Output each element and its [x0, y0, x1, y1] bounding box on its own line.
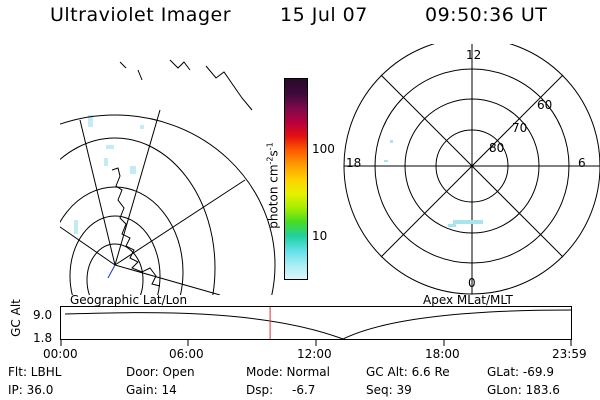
altitude-ytick-9: 9.0 [33, 308, 53, 322]
geographic-image-panel [60, 59, 276, 295]
latitude-circles [60, 114, 276, 295]
colorbar [284, 78, 308, 280]
lat-label-80: 80 [489, 141, 505, 155]
polar-mlt-panel [343, 44, 600, 295]
altitude-curve [64, 309, 573, 340]
apex-label: Apex MLat/MLT [423, 293, 513, 307]
glat-info: GLat: -69.9 [487, 365, 554, 379]
xtick-1800: 18:00 [425, 347, 460, 361]
auroral-emission-right [384, 140, 483, 227]
mlt-label-12: 12 [466, 48, 482, 62]
xtick-1200: 12:00 [297, 347, 332, 361]
auroral-emission-left [74, 115, 144, 234]
dsp-value: -6.7 [292, 383, 316, 397]
colorbar-tick-10: 10 [312, 229, 328, 243]
altitude-plot [60, 306, 573, 346]
footprint-line [107, 264, 116, 279]
xtick-2359: 23:59 [552, 347, 587, 361]
time-label: 09:50:36 UT [425, 4, 548, 26]
coastline [111, 167, 161, 287]
xtick-0600: 06:00 [169, 347, 204, 361]
mode-info: Mode: Normal [246, 365, 330, 379]
colorbar-tick-100: 100 [312, 142, 335, 156]
xtick-0000: 00:00 [43, 347, 78, 361]
lat-label-60: 60 [537, 98, 553, 112]
instrument-title: Ultraviolet Imager [50, 4, 232, 26]
glon-info: GLon: 183.6 [487, 383, 560, 397]
door-info: Door: Open [126, 365, 195, 379]
mlt-label-18: 18 [346, 156, 362, 170]
ip-info: IP: 36.0 [8, 383, 54, 397]
colorbar-label: photon cm-2s-1 [265, 142, 281, 229]
filter-info: Flt: LBHL [8, 365, 62, 379]
seq-info: Seq: 39 [366, 383, 412, 397]
meridians [60, 109, 246, 295]
date-label: 15 Jul 07 [280, 4, 368, 26]
geographic-label: Geographic Lat/Lon [70, 293, 188, 307]
lat-label-70: 70 [512, 121, 528, 135]
altitude-ylabel: GC Alt [9, 299, 23, 337]
gc-alt-info: GC Alt: 6.6 Re [366, 365, 450, 379]
mlt-label-0: 0 [468, 276, 476, 290]
mlt-label-6: 6 [578, 156, 586, 170]
altitude-ytick-1-8: 1.8 [33, 331, 53, 345]
gain-info: Gain: 14 [126, 383, 177, 397]
dsp-label: Dsp: [246, 383, 274, 397]
